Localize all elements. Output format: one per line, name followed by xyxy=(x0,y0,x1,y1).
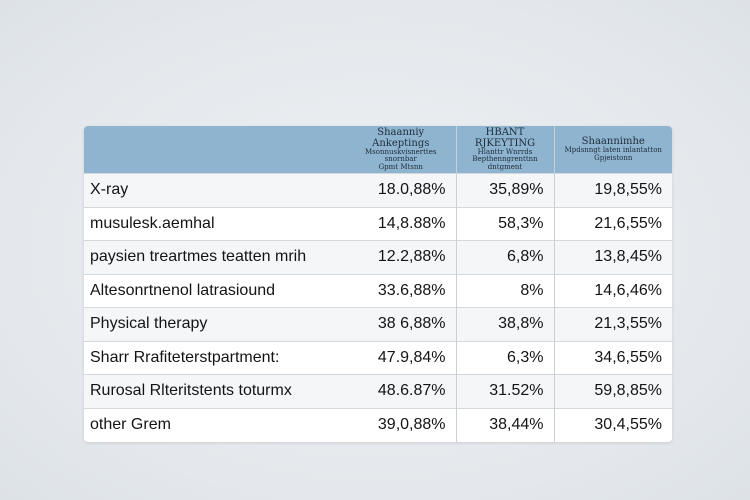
header-line: Gpmt Mtsnn xyxy=(378,162,423,171)
table-header: Shaanniy Ankeptings Msonnuskvisnerttes s… xyxy=(84,126,672,174)
table-cell: 21,6,55% xyxy=(553,206,672,241)
table-cell: 33.6,88% xyxy=(346,273,456,308)
header-line: Bepthenngrenttnn dntgment xyxy=(472,155,538,171)
table-cell: 8% xyxy=(455,273,554,308)
header-line: Hlanttr Wnrrds xyxy=(477,148,533,156)
table-cell: 39,0,88% xyxy=(346,407,456,442)
table-cell: 6,8% xyxy=(455,240,554,275)
table-cell: 47.9,84% xyxy=(346,340,456,375)
table-row: Sharr Rrafiteterstpartment: 47.9,84% 6,3… xyxy=(84,340,672,375)
header-line: Gpjeistonn xyxy=(594,153,633,162)
table-cell: 34,6,55% xyxy=(553,340,672,375)
table-cell: 19,8,55% xyxy=(553,173,672,208)
header-row: Shaanniy Ankeptings Msonnuskvisnerttes s… xyxy=(84,126,672,174)
table-cell: 35,89% xyxy=(455,173,554,208)
table-row: other Grem 39,0,88% 38,44% 30,4,55% xyxy=(84,407,672,442)
data-table: Shaanniy Ankeptings Msonnuskvisnerttes s… xyxy=(84,126,672,442)
header-line: HBANT RJKEYTING xyxy=(474,127,536,149)
header-line: Msonnuskvisnerttes snornbar xyxy=(365,148,437,164)
row-label: other Grem xyxy=(84,407,346,442)
table-cell: 13,8,45% xyxy=(553,240,672,275)
table-cell: 31.52% xyxy=(455,374,554,409)
header-cell-col-2: HBANT RJKEYTING Hlanttr Wnrrds Bepthenng… xyxy=(455,126,554,174)
table-cell: 38 6,88% xyxy=(346,307,456,342)
header-cell-label xyxy=(84,126,346,174)
table-cell: 59,8,85% xyxy=(553,374,672,409)
table-cell: 6,3% xyxy=(455,340,554,375)
row-label: paysien treartmes teatten mrih xyxy=(84,240,346,275)
row-label: Sharr Rrafiteterstpartment: xyxy=(84,340,346,375)
table-row: Rurosal Rlteritstents toturmx 48.6.87% 3… xyxy=(84,374,672,409)
header-cell-col-1: Shaanniy Ankeptings Msonnuskvisnerttes s… xyxy=(346,126,456,174)
header-line: Shaannimhe xyxy=(581,135,645,147)
table-row: Altesonrtnenol latrasiound 33.6,88% 8% 1… xyxy=(84,273,672,308)
table-cell: 14,8.88% xyxy=(346,206,456,241)
table-cell: 38,8% xyxy=(455,307,554,342)
table-cell: 18.0,88% xyxy=(346,173,456,208)
table-row: musulesk.aemhal 14,8.88% 58,3% 21,6,55% xyxy=(84,206,672,241)
table-cell: 30,4,55% xyxy=(553,407,672,442)
row-label: Altesonrtnenol latrasiound xyxy=(84,273,346,308)
table-cell: 48.6.87% xyxy=(346,374,456,409)
table-cell: 21,3,55% xyxy=(553,307,672,342)
header-cell-col-3: Shaannimhe Mpdsnngt laten inlantatton Gp… xyxy=(553,126,672,174)
table-cell: 58,3% xyxy=(455,206,554,241)
row-label: musulesk.aemhal xyxy=(84,206,346,241)
table-row: X-ray 18.0,88% 35,89% 19,8,55% xyxy=(84,173,672,208)
header-line: Mpdsnngt laten inlantatton xyxy=(564,146,662,155)
table-cell: 12.2,88% xyxy=(346,240,456,275)
row-label: Physical therapy xyxy=(84,307,346,342)
row-label: Rurosal Rlteritstents toturmx xyxy=(84,374,346,409)
table-body: X-ray 18.0,88% 35,89% 19,8,55% musulesk.… xyxy=(84,173,672,442)
table-cell: 14,6,46% xyxy=(553,273,672,308)
table-row: paysien treartmes teatten mrih 12.2,88% … xyxy=(84,240,672,275)
table-row: Physical therapy 38 6,88% 38,8% 21,3,55% xyxy=(84,307,672,342)
row-label: X-ray xyxy=(84,173,346,208)
header-line: Shaanniy Ankeptings xyxy=(372,127,430,149)
table-cell: 38,44% xyxy=(455,407,554,442)
